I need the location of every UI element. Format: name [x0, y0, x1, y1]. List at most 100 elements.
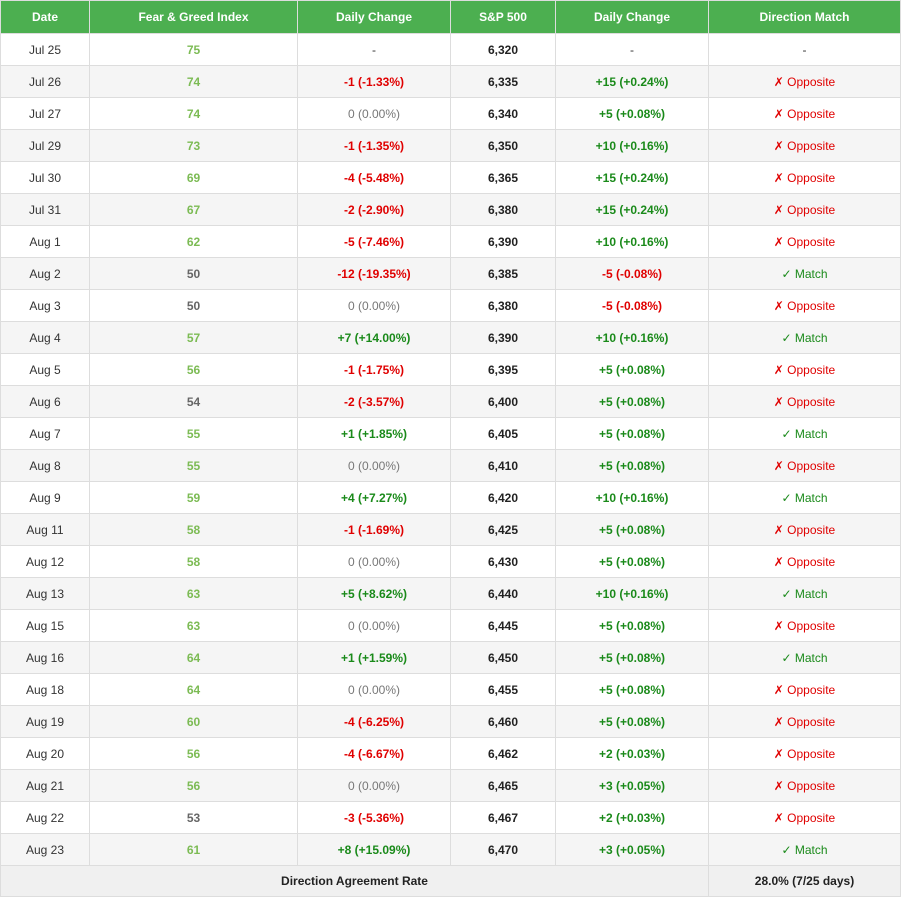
sp500-value-cell: 6,470 [450, 833, 556, 866]
date-cell: Aug 1 [0, 225, 90, 258]
sp-change-cell: -5 (-0.08%) [555, 289, 709, 322]
sp-change-cell: +5 (+0.08%) [555, 673, 709, 706]
direction-match-cell: ✓ Match [708, 417, 901, 450]
sp500-value-cell: 6,410 [450, 449, 556, 482]
fg-change-cell: -2 (-2.90%) [297, 193, 451, 226]
summary-value: 28.0% (7/25 days) [708, 865, 901, 897]
sp500-value-cell: 6,455 [450, 673, 556, 706]
date-cell: Aug 13 [0, 577, 90, 610]
direction-match-cell: ✓ Match [708, 481, 901, 514]
sp-change-cell: +5 (+0.08%) [555, 641, 709, 674]
table-row: Aug 19 60 -4 (-6.25%) 6,460 +5 (+0.08%) ✗ Opp… [0, 705, 901, 738]
table-row: Aug 5 56 -1 (-1.75%) 6,395 +5 (+0.08%) ✗ Oppo… [0, 353, 901, 386]
fear-greed-value-cell: 74 [89, 65, 298, 98]
fg-change-cell: 0 (0.00%) [297, 97, 451, 130]
fg-change-cell: 0 (0.00%) [297, 449, 451, 482]
sp-change-cell: +10 (+0.16%) [555, 129, 709, 162]
fg-change-cell: 0 (0.00%) [297, 609, 451, 642]
fear-greed-value-cell: 54 [89, 385, 298, 418]
date-cell: Aug 11 [0, 513, 90, 546]
header-sp-daily-change: Daily Change [555, 0, 709, 34]
date-cell: Jul 29 [0, 129, 90, 162]
table-row: Aug 4 57 +7 (+14.00%) 6,390 +10 (+0.16%) ✓ Ma… [0, 321, 901, 354]
sp-change-cell: +10 (+0.16%) [555, 321, 709, 354]
header-fg-daily-change: Daily Change [297, 0, 451, 34]
fg-change-cell: - [297, 33, 451, 66]
table-row: Jul 26 74 -1 (-1.33%) 6,335 +15 (+0.24%) ✗ Op… [0, 65, 901, 98]
fg-change-cell: +4 (+7.27%) [297, 481, 451, 514]
sp500-value-cell: 6,395 [450, 353, 556, 386]
sp-change-cell: +3 (+0.05%) [555, 833, 709, 866]
table-row: Aug 3 50 0 (0.00%) 6,380 -5 (-0.08%) ✗ Opposi… [0, 289, 901, 322]
sp500-value-cell: 6,350 [450, 129, 556, 162]
table-row: Aug 1 62 -5 (-7.46%) 6,390 +10 (+0.16%) ✗ Opp… [0, 225, 901, 258]
table-footer: Direction Agreement Rate 28.0% (7/25 day… [0, 865, 901, 897]
fear-greed-value-cell: 69 [89, 161, 298, 194]
fear-greed-value-cell: 62 [89, 225, 298, 258]
date-cell: Aug 16 [0, 641, 90, 674]
table-row: Jul 30 69 -4 (-5.48%) 6,365 +15 (+0.24%) ✗ Op… [0, 161, 901, 194]
header-direction-match: Direction Match [708, 0, 901, 34]
direction-match-cell: ✗ Opposite [708, 801, 901, 834]
header-sp500: S&P 500 [450, 0, 556, 34]
header-fear-greed-index: Fear & Greed Index [89, 0, 298, 34]
date-cell: Aug 3 [0, 289, 90, 322]
direction-match-cell: ✗ Opposite [708, 769, 901, 802]
sp500-value-cell: 6,467 [450, 801, 556, 834]
summary-row: Direction Agreement Rate 28.0% (7/25 day… [0, 865, 901, 897]
fg-change-cell: -5 (-7.46%) [297, 225, 451, 258]
direction-match-cell: ✓ Match [708, 833, 901, 866]
sp500-value-cell: 6,365 [450, 161, 556, 194]
direction-match-cell: ✗ Opposite [708, 737, 901, 770]
direction-match-cell: ✓ Match [708, 321, 901, 354]
sp-change-cell: +5 (+0.08%) [555, 417, 709, 450]
table-row: Aug 2 50 -12 (-19.35%) 6,385 -5 (-0.08%) ✓ Ma… [0, 257, 901, 290]
direction-match-cell: ✗ Opposite [708, 289, 901, 322]
table-row: Aug 18 64 0 (0.00%) 6,455 +5 (+0.08%) ✗ Oppos… [0, 673, 901, 706]
direction-match-cell: ✓ Match [708, 577, 901, 610]
fear-greed-value-cell: 75 [89, 33, 298, 66]
fg-change-cell: -1 (-1.75%) [297, 353, 451, 386]
fear-greed-value-cell: 64 [89, 673, 298, 706]
date-cell: Jul 31 [0, 193, 90, 226]
sp-change-cell: +5 (+0.08%) [555, 513, 709, 546]
sp500-value-cell: 6,420 [450, 481, 556, 514]
sp500-value-cell: 6,320 [450, 33, 556, 66]
direction-match-cell: ✗ Opposite [708, 609, 901, 642]
summary-label: Direction Agreement Rate [0, 865, 709, 897]
date-cell: Aug 15 [0, 609, 90, 642]
sp500-value-cell: 6,380 [450, 193, 556, 226]
sp500-value-cell: 6,425 [450, 513, 556, 546]
table-row: Aug 7 55 +1 (+1.85%) 6,405 +5 (+0.08%) ✓ Matc… [0, 417, 901, 450]
fear-greed-value-cell: 56 [89, 769, 298, 802]
direction-match-cell: ✗ Opposite [708, 545, 901, 578]
date-cell: Aug 9 [0, 481, 90, 514]
fg-change-cell: 0 (0.00%) [297, 289, 451, 322]
header-row: Date Fear & Greed Index Daily Change S&P… [0, 0, 901, 34]
date-cell: Aug 18 [0, 673, 90, 706]
sp-change-cell: +15 (+0.24%) [555, 161, 709, 194]
header-date: Date [0, 0, 90, 34]
table-row: Aug 16 64 +1 (+1.59%) 6,450 +5 (+0.08%) ✓ Mat… [0, 641, 901, 674]
direction-match-cell: ✗ Opposite [708, 129, 901, 162]
fg-change-cell: -1 (-1.35%) [297, 129, 451, 162]
sp-change-cell: - [555, 33, 709, 66]
fear-greed-value-cell: 53 [89, 801, 298, 834]
sp-change-cell: +15 (+0.24%) [555, 193, 709, 226]
sp500-value-cell: 6,390 [450, 225, 556, 258]
fg-change-cell: +7 (+14.00%) [297, 321, 451, 354]
sp500-value-cell: 6,340 [450, 97, 556, 130]
table-row: Aug 6 54 -2 (-3.57%) 6,400 +5 (+0.08%) ✗ Oppo… [0, 385, 901, 418]
sp-change-cell: +10 (+0.16%) [555, 577, 709, 610]
fear-greed-value-cell: 50 [89, 289, 298, 322]
fear-greed-value-cell: 67 [89, 193, 298, 226]
fear-greed-value-cell: 56 [89, 353, 298, 386]
direction-match-cell: ✗ Opposite [708, 225, 901, 258]
date-cell: Aug 12 [0, 545, 90, 578]
direction-match-cell: ✓ Match [708, 641, 901, 674]
table-row: Jul 27 74 0 (0.00%) 6,340 +5 (+0.08%) ✗ Oppos… [0, 97, 901, 130]
date-cell: Aug 21 [0, 769, 90, 802]
date-cell: Aug 2 [0, 257, 90, 290]
fg-change-cell: -2 (-3.57%) [297, 385, 451, 418]
direction-match-cell: ✗ Opposite [708, 449, 901, 482]
